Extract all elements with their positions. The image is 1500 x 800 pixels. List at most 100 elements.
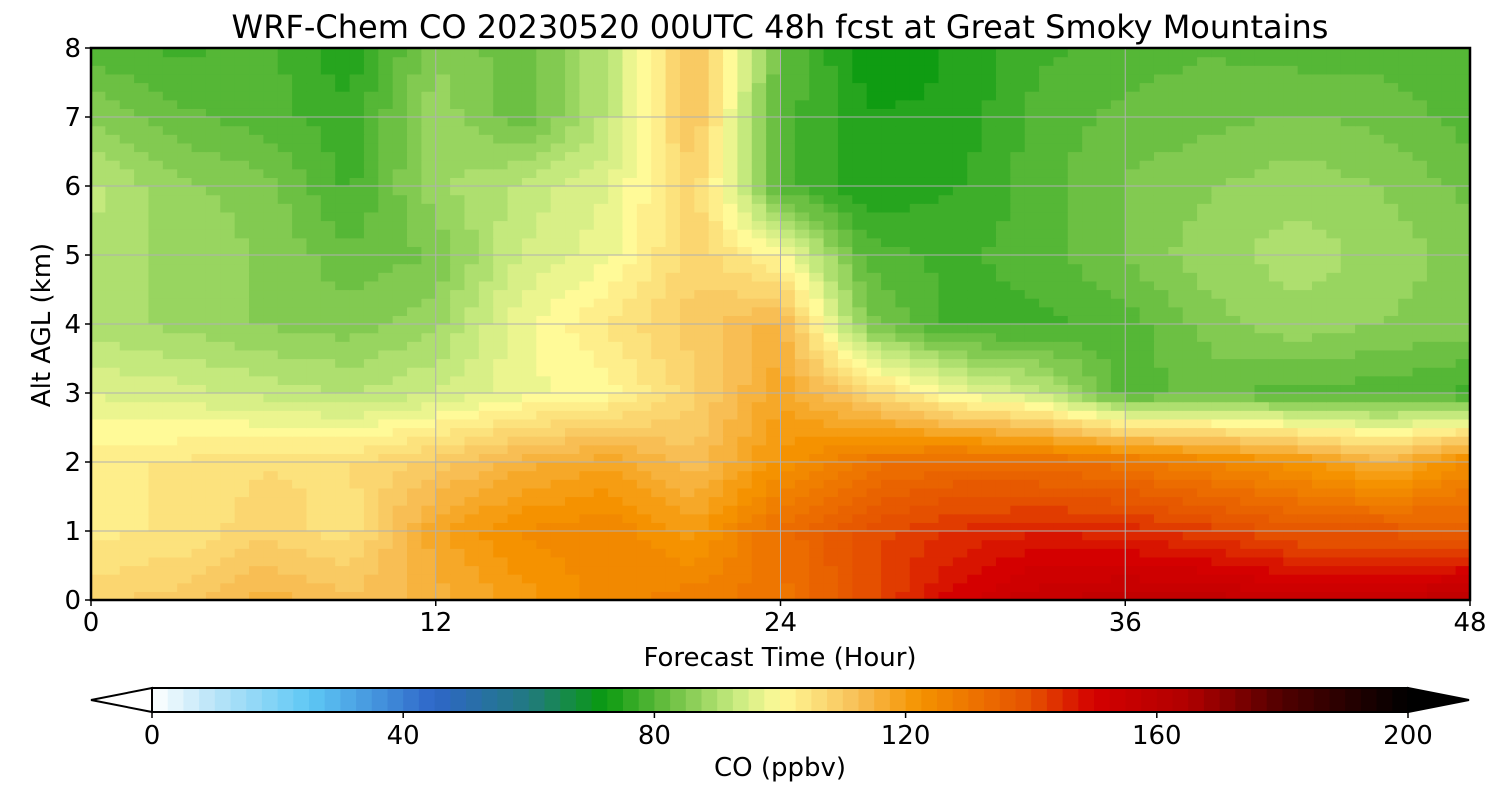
heatmap-cell	[1355, 341, 1371, 351]
heatmap-cell	[450, 548, 466, 558]
heatmap-cell	[780, 349, 796, 360]
heatmap-cell	[1398, 263, 1414, 273]
heatmap-cell	[751, 203, 767, 213]
heatmap-cell	[995, 298, 1011, 308]
heatmap-cell	[392, 255, 408, 265]
heatmap-cell	[1197, 574, 1213, 584]
heatmap-cell	[1024, 246, 1040, 256]
heatmap-cell	[464, 539, 480, 549]
heatmap-cell	[1355, 298, 1371, 308]
heatmap-cell	[263, 289, 279, 299]
heatmap-cell	[105, 487, 121, 498]
heatmap-cell	[981, 505, 997, 515]
heatmap-cell	[1398, 565, 1414, 575]
heatmap-cell	[895, 315, 911, 325]
heatmap-cell	[1067, 487, 1083, 498]
heatmap-cell	[981, 487, 997, 498]
heatmap-cell	[521, 444, 537, 454]
heatmap-cell	[995, 289, 1011, 299]
heatmap-cell	[1355, 531, 1371, 541]
heatmap-cell	[967, 453, 983, 463]
heatmap-cell	[1024, 470, 1040, 480]
heatmap-cell	[91, 418, 106, 429]
heatmap-cell	[593, 168, 609, 178]
heatmap-cell	[1268, 375, 1284, 385]
heatmap-cell	[967, 479, 983, 489]
heatmap-cell	[1254, 556, 1270, 567]
heatmap-cell	[622, 211, 638, 222]
heatmap-cell	[1240, 531, 1256, 541]
heatmap-cell	[794, 263, 810, 273]
heatmap-cell	[1340, 401, 1356, 411]
heatmap-cell	[1096, 246, 1112, 256]
heatmap-cell	[1197, 168, 1213, 178]
heatmap-cell	[1355, 280, 1371, 291]
heatmap-cell	[148, 556, 164, 567]
heatmap-cell	[1182, 280, 1198, 291]
heatmap-cell	[1110, 427, 1126, 437]
heatmap-cell	[1355, 255, 1371, 265]
heatmap-cell	[1225, 272, 1241, 282]
heatmap-cell	[924, 574, 940, 584]
heatmap-cell	[651, 160, 667, 170]
heatmap-cell	[952, 531, 968, 541]
heatmap-cell	[335, 220, 351, 230]
heatmap-cell	[1182, 332, 1198, 342]
heatmap-cell	[995, 462, 1011, 472]
heatmap-cell	[392, 591, 408, 601]
heatmap-cell	[464, 358, 480, 368]
heatmap-cell	[665, 410, 681, 420]
heatmap-cell	[1039, 289, 1055, 299]
heatmap-cell	[363, 375, 379, 385]
heatmap-cell	[1139, 384, 1155, 394]
heatmap-cell	[1053, 289, 1069, 299]
heatmap-cell	[464, 289, 480, 299]
heatmap-cell	[1010, 194, 1026, 204]
heatmap-cell	[1426, 565, 1442, 575]
heatmap-cell	[924, 591, 940, 601]
heatmap-cell	[550, 582, 566, 592]
heatmap-cell	[177, 513, 193, 523]
heatmap-cell	[1441, 556, 1457, 567]
heatmap-cell	[636, 574, 652, 584]
heatmap-cell	[938, 384, 954, 394]
heatmap-cell	[1182, 513, 1198, 523]
heatmap-cell	[191, 513, 207, 523]
heatmap-cell	[751, 522, 767, 532]
heatmap-cell	[837, 505, 853, 515]
heatmap-cell	[91, 246, 106, 256]
heatmap-cell	[809, 349, 825, 360]
heatmap-cell	[1024, 496, 1040, 506]
heatmap-cell	[119, 142, 135, 153]
heatmap-cell	[1125, 306, 1141, 316]
heatmap-cell	[995, 591, 1011, 601]
heatmap-cell	[1096, 462, 1112, 472]
heatmap-cell	[852, 220, 868, 230]
heatmap-cell	[1283, 574, 1299, 584]
heatmap-cell	[1254, 531, 1270, 541]
heatmap-cell	[249, 513, 264, 523]
heatmap-cell	[1067, 367, 1083, 377]
heatmap-cell	[1110, 531, 1126, 541]
heatmap-cell	[694, 263, 710, 273]
heatmap-cell	[751, 453, 767, 463]
heatmap-cell	[1383, 556, 1399, 567]
heatmap-cell	[636, 324, 652, 334]
heatmap-cell	[421, 332, 437, 342]
heatmap-cell	[320, 186, 336, 196]
heatmap-cell	[1182, 574, 1198, 584]
heatmap-cell	[1010, 375, 1026, 385]
heatmap-cell	[421, 168, 437, 178]
heatmap-cell	[751, 418, 767, 429]
heatmap-cell	[1225, 349, 1241, 360]
heatmap-cell	[895, 393, 911, 403]
heatmap-cell	[1024, 418, 1040, 429]
heatmap-cell	[938, 470, 954, 480]
heatmap-cell	[407, 582, 422, 592]
heatmap-cell	[1153, 539, 1169, 549]
heatmap-cell	[292, 332, 308, 342]
heatmap-cell	[435, 436, 451, 446]
heatmap-cell	[1225, 470, 1241, 480]
heatmap-cell	[507, 315, 523, 325]
heatmap-cell	[593, 556, 609, 567]
